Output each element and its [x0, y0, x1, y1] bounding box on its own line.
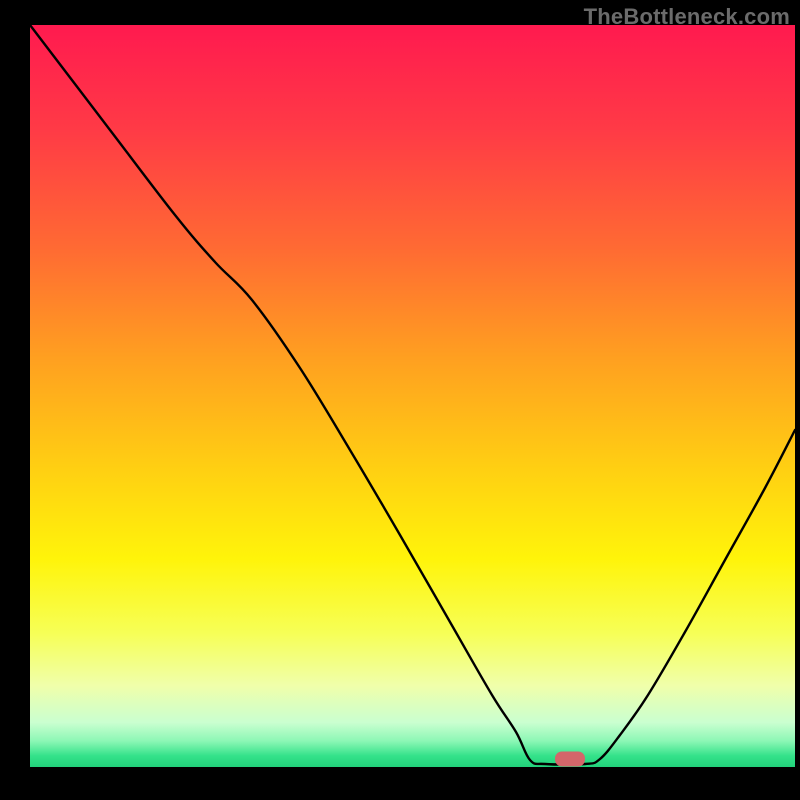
chart-stage: TheBottleneck.com: [0, 0, 800, 800]
watermark-text: TheBottleneck.com: [584, 4, 790, 30]
plot-background: [30, 25, 795, 767]
bottleneck-curve-figure: [0, 0, 800, 800]
optimal-marker: [555, 752, 585, 767]
